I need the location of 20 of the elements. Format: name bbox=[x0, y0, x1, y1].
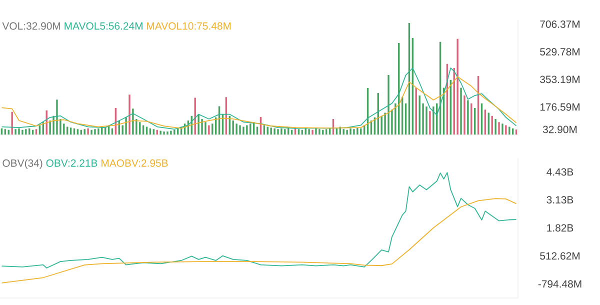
y-tick-label: 176.59M bbox=[540, 103, 580, 111]
line-series bbox=[1, 198, 517, 284]
chart-title: VOL:32.90M bbox=[2, 22, 60, 30]
y-tick-label: 32.90M bbox=[542, 126, 577, 134]
y-tick-label: 706.37M bbox=[540, 20, 580, 28]
y-tick-label: 1.82B bbox=[547, 224, 574, 232]
y-tick-label: 3.13B bbox=[546, 196, 574, 204]
line-series bbox=[1, 68, 517, 130]
y-tick-label: 512.62M bbox=[540, 252, 580, 260]
y-tick-label: 353.19M bbox=[540, 76, 580, 84]
text: MAVOL5:56.24M bbox=[64, 22, 142, 30]
y-tick-label: -794.48M bbox=[538, 280, 582, 288]
text: OBV:2.21B bbox=[46, 159, 98, 167]
line-series bbox=[1, 76, 517, 129]
text: MAOBV:2.95B bbox=[102, 159, 168, 167]
chart-title: OBV(34) bbox=[2, 159, 42, 169]
y-tick-label: 4.43B bbox=[546, 168, 574, 176]
y-tick-label: 529.78M bbox=[540, 48, 580, 56]
text: MAVOL10:75.48M bbox=[147, 22, 231, 30]
line-series bbox=[1, 172, 517, 268]
